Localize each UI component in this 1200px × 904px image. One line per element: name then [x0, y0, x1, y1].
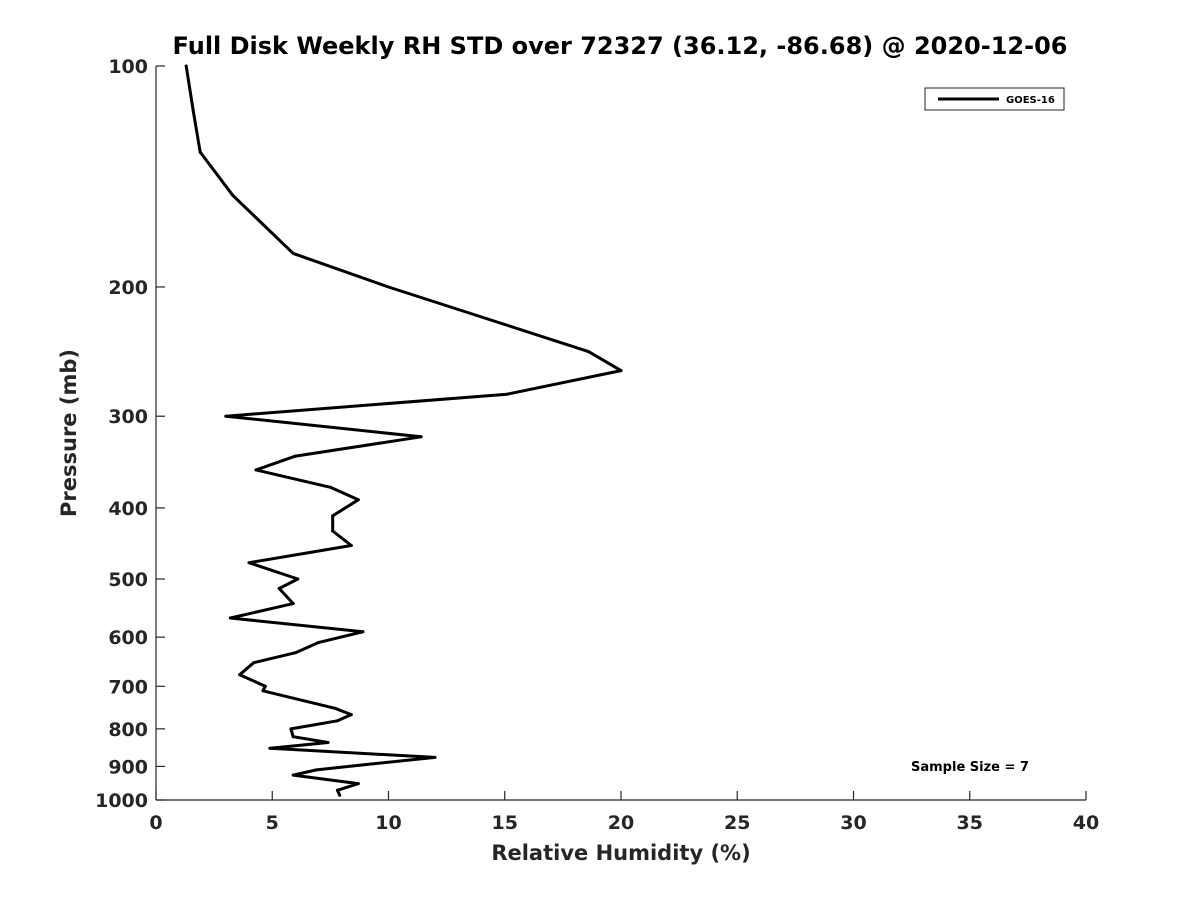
data-point	[254, 468, 258, 472]
data-point	[277, 587, 281, 590]
data-point	[291, 602, 295, 606]
series-points	[184, 64, 623, 797]
data-point	[314, 768, 318, 772]
y-tick-label: 900	[108, 756, 148, 778]
data-point	[268, 746, 272, 750]
data-point	[289, 727, 293, 731]
x-tick-label: 40	[1073, 812, 1099, 834]
data-point	[317, 640, 321, 644]
data-point	[291, 773, 295, 777]
y-tick-label: 600	[108, 627, 148, 649]
data-point	[349, 544, 353, 547]
data-point	[505, 392, 509, 396]
plot-area: 0 5 10 15 20 25 30 35 40 100 200 300 400 500 600 700 80…	[95, 56, 1099, 834]
data-point	[349, 713, 353, 717]
y-tick-label: 700	[108, 676, 148, 698]
data-point	[328, 485, 332, 489]
y-tick-label: 800	[108, 719, 148, 741]
data-point	[361, 630, 365, 634]
data-point	[291, 251, 295, 255]
data-point	[335, 719, 339, 723]
y-tick-label: 200	[108, 277, 148, 299]
y-tick-label: 300	[108, 406, 148, 428]
data-point	[184, 64, 188, 68]
data-point	[363, 763, 367, 767]
series-line-goes-16	[184, 64, 623, 797]
y-tick-label: 400	[108, 498, 148, 520]
x-tick-label: 5	[266, 812, 279, 834]
chart-title: Full Disk Weekly RH STD over 72327 (36.1…	[173, 32, 1068, 60]
data-point	[296, 577, 300, 581]
sample-size-annotation: Sample Size = 7	[911, 760, 1029, 775]
x-axis-ticks: 0 5 10 15 20 25 30 35 40	[149, 791, 1099, 834]
data-point	[198, 150, 202, 154]
y-axis-label: Pressure (mb)	[57, 349, 81, 517]
data-point	[331, 529, 335, 533]
legend: GOES-16	[924, 87, 1065, 111]
data-point	[252, 661, 256, 665]
data-point	[433, 755, 437, 759]
data-point	[356, 498, 360, 502]
y-tick-label: 500	[108, 569, 148, 591]
data-point	[387, 285, 390, 289]
data-point	[619, 369, 623, 373]
x-tick-label: 30	[840, 812, 866, 834]
x-tick-label: 35	[957, 812, 983, 834]
data-point	[247, 561, 251, 565]
data-point	[231, 193, 235, 197]
x-tick-label: 15	[492, 812, 518, 834]
x-tick-label: 10	[375, 812, 401, 834]
x-tick-label: 20	[608, 812, 634, 834]
data-point	[224, 414, 228, 418]
data-point	[335, 788, 339, 792]
y-tick-label: 1000	[95, 790, 148, 812]
data-point	[356, 782, 360, 786]
data-point	[333, 706, 337, 710]
y-tick-label: 100	[108, 56, 148, 78]
data-point	[263, 684, 267, 688]
x-axis-label: Relative Humidity (%)	[491, 841, 750, 865]
data-point	[238, 673, 242, 677]
data-point	[331, 514, 335, 518]
data-point	[294, 651, 297, 655]
y-axis-ticks: 100 200 300 400 500 600 700 800 900 1000	[95, 56, 165, 812]
data-point	[291, 735, 295, 739]
data-point	[191, 109, 195, 113]
data-point	[338, 793, 342, 797]
x-tick-label: 25	[724, 812, 750, 834]
legend-label-goes-16: GOES-16	[1006, 95, 1055, 106]
data-point	[326, 741, 330, 744]
data-point	[587, 350, 590, 354]
x-tick-label: 0	[149, 812, 162, 834]
data-point	[228, 616, 232, 620]
data-point	[294, 454, 297, 458]
data-point	[419, 435, 423, 439]
data-point	[503, 323, 507, 326]
data-point	[261, 689, 265, 693]
